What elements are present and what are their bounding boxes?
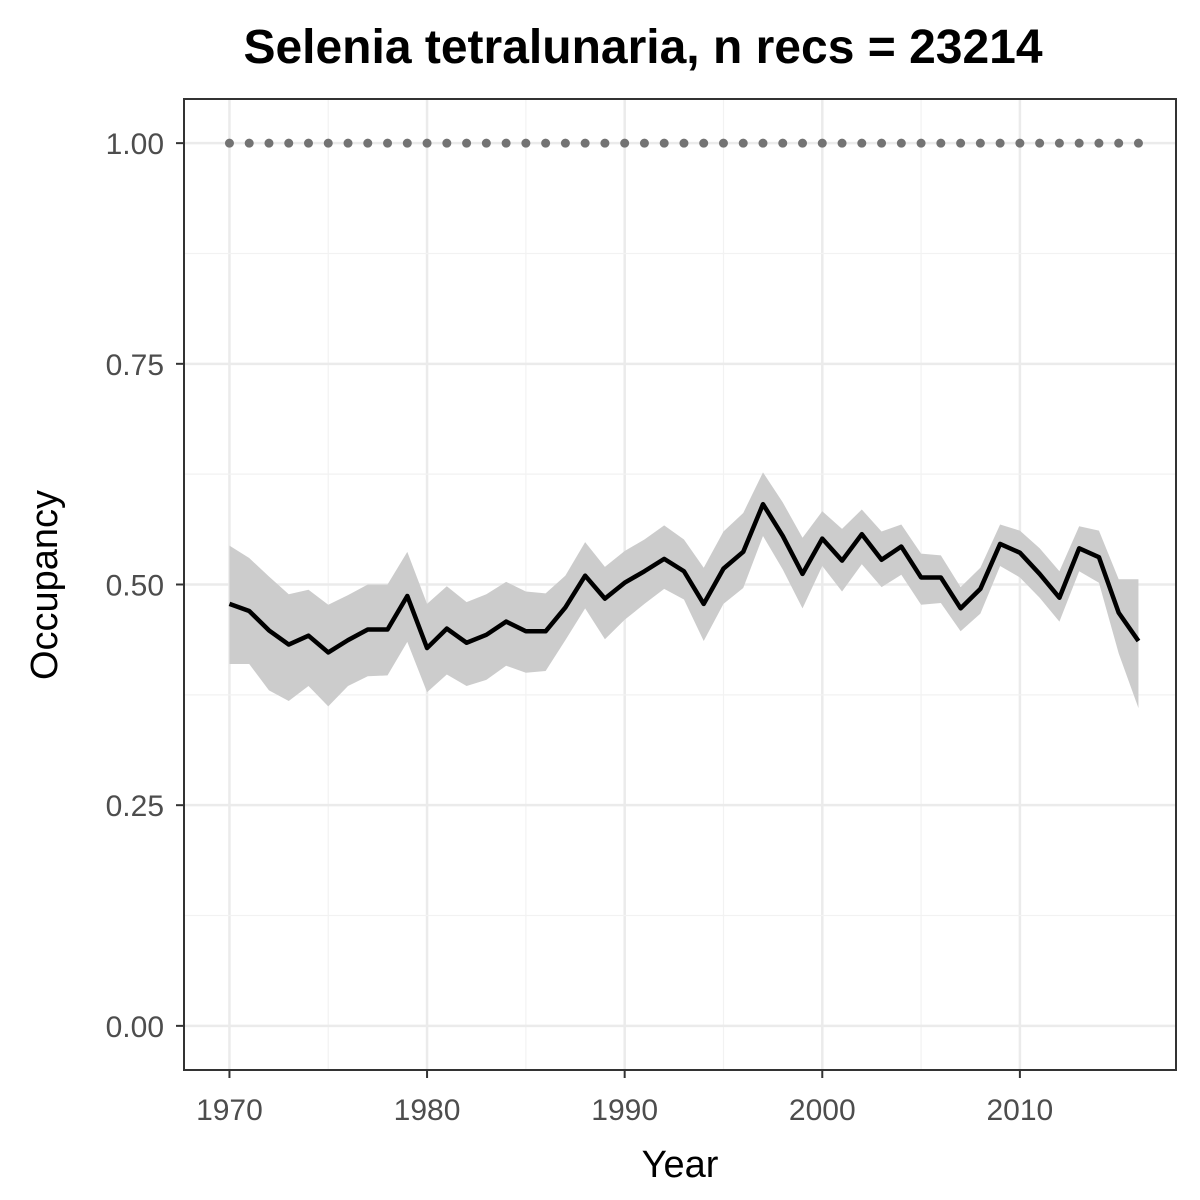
x-tick-label: 1990 <box>591 1094 658 1127</box>
x-tick-label: 1980 <box>394 1094 461 1127</box>
reference-point <box>896 138 906 148</box>
reference-point <box>481 138 491 148</box>
reference-point <box>1035 138 1045 148</box>
reference-point <box>1094 138 1104 148</box>
reference-point <box>995 138 1005 148</box>
reference-point <box>1074 138 1084 148</box>
x-tick-label: 2010 <box>987 1094 1054 1127</box>
reference-point <box>857 138 867 148</box>
reference-point <box>1114 138 1124 148</box>
reference-point <box>877 138 887 148</box>
reference-point <box>521 138 531 148</box>
confidence-band <box>229 472 1139 709</box>
y-tick-label: 1.00 <box>106 128 164 161</box>
reference-point <box>738 138 748 148</box>
reference-point <box>798 138 808 148</box>
reference-point <box>1054 138 1064 148</box>
reference-point <box>837 138 847 148</box>
reference-point <box>343 138 353 148</box>
reference-point <box>264 138 274 148</box>
y-tick-label: 0.00 <box>106 1011 164 1044</box>
reference-point <box>541 138 551 148</box>
reference-point <box>916 138 926 148</box>
reference-point <box>639 138 649 148</box>
reference-point <box>956 138 966 148</box>
reference-point <box>422 138 432 148</box>
chart-title: Selenia tetralunaria, n recs = 23214 <box>243 21 1042 74</box>
reference-point <box>620 138 630 148</box>
reference-point <box>699 138 709 148</box>
y-axis-label: Occupancy <box>24 490 66 680</box>
reference-point <box>758 138 768 148</box>
x-tick-label: 1970 <box>196 1094 263 1127</box>
reference-point <box>462 138 472 148</box>
y-tick-label: 0.50 <box>106 570 164 603</box>
x-tick-label: 2000 <box>789 1094 856 1127</box>
reference-point <box>363 138 373 148</box>
occupancy-line <box>228 501 1141 655</box>
reference-point <box>303 138 313 148</box>
reference-point <box>580 138 590 148</box>
x-axis-label: Year <box>642 1144 719 1186</box>
y-tick-label: 0.25 <box>106 790 164 823</box>
reference-point <box>718 138 728 148</box>
reference-point <box>600 138 610 148</box>
reference-point <box>778 138 788 148</box>
reference-point <box>442 138 452 148</box>
reference-point <box>560 138 570 148</box>
reference-point <box>501 138 511 148</box>
reference-point <box>224 138 234 148</box>
reference-point <box>284 138 294 148</box>
reference-point <box>975 138 985 148</box>
reference-point <box>817 138 827 148</box>
reference-point <box>1133 138 1143 148</box>
confidence-ribbon <box>229 472 1139 709</box>
reference-point <box>383 138 393 148</box>
reference-point <box>1015 138 1025 148</box>
trend-lines <box>224 138 1143 655</box>
reference-point <box>244 138 254 148</box>
reference-point <box>323 138 333 148</box>
reference-point <box>936 138 946 148</box>
reference-point <box>659 138 669 148</box>
reference-point <box>679 138 689 148</box>
y-tick-label: 0.75 <box>106 349 164 382</box>
axes: 1970 1980 1990 2000 2010 0.00 0.25 0.50 0.75 1.00 <box>106 128 1054 1127</box>
reference-point <box>402 138 412 148</box>
